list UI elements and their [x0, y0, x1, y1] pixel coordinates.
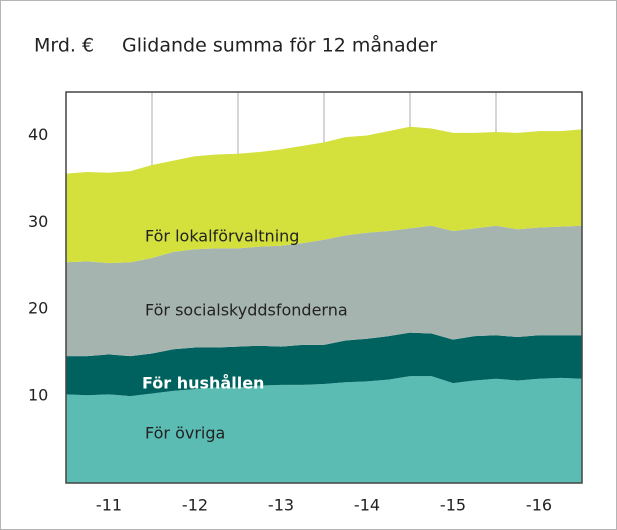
area — [66, 126, 582, 264]
series-label: För övriga — [145, 424, 225, 443]
areas — [66, 126, 582, 483]
x-tick-label: -12 — [182, 496, 208, 515]
x-tick-label: -14 — [354, 496, 380, 515]
x-tick-label: -15 — [440, 496, 466, 515]
y-tick-label: 20 — [28, 299, 48, 318]
area — [66, 332, 582, 397]
labels: För övriga För hushållen För socialskyddsf… — [142, 227, 348, 443]
series-label: För lokalförvaltning — [145, 227, 299, 246]
y-tick-label: 40 — [28, 125, 48, 144]
series-label: För hushållen — [142, 374, 264, 393]
x-tick-label: -16 — [526, 496, 552, 515]
y-tick-label: 30 — [28, 212, 48, 231]
x-tick-label: -11 — [96, 496, 122, 515]
series-label: För socialskyddsfonderna — [145, 301, 348, 320]
area — [66, 376, 582, 483]
area — [66, 225, 582, 357]
y-tick-label: 10 — [28, 386, 48, 405]
chart-title: Glidande summa för 12 månader — [122, 34, 437, 57]
unit-label: Mrd. € — [34, 35, 94, 57]
plot-border — [65, 91, 583, 484]
x-tick-label: -13 — [268, 496, 294, 515]
